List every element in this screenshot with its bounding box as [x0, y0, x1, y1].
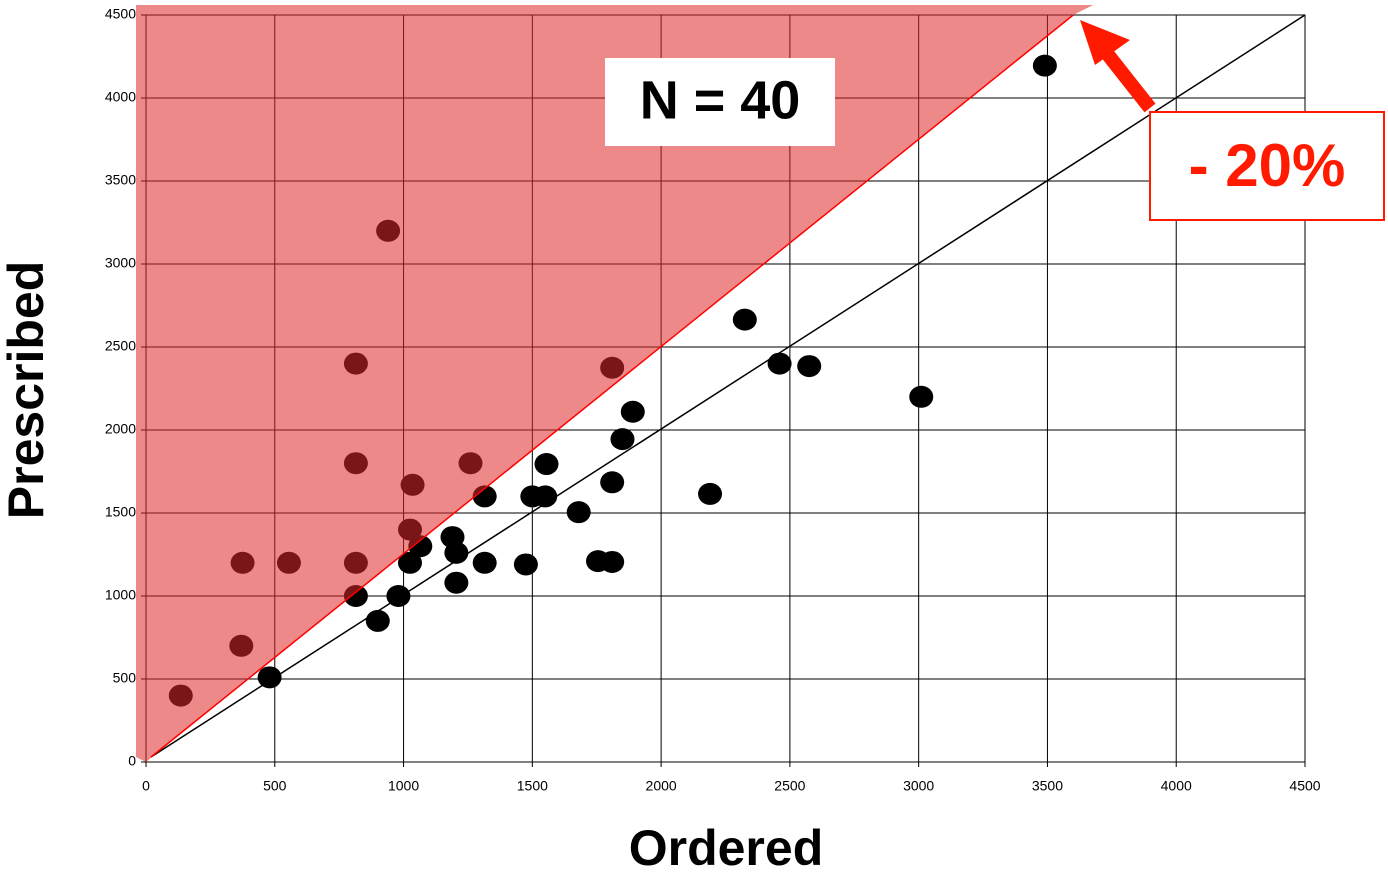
point [566, 501, 591, 524]
reference-line [150, 14, 1074, 758]
point [797, 355, 822, 378]
point [698, 482, 723, 505]
point [767, 352, 792, 375]
point [600, 550, 625, 573]
point [397, 551, 422, 574]
point [610, 428, 635, 451]
point [600, 471, 625, 494]
y-tick-label: 1500 [105, 504, 136, 520]
x-tick-label: 3000 [903, 778, 934, 794]
x-tick-label: 500 [263, 778, 287, 794]
reference-line [150, 14, 1306, 758]
point [472, 551, 497, 574]
x-tick-label: 2500 [774, 778, 805, 794]
point [534, 453, 559, 476]
n-annotation: N = 40 [640, 70, 801, 130]
y-tick-label: 3000 [105, 255, 136, 271]
x-tick-label: 1500 [517, 778, 548, 794]
y-tick-label: 0 [128, 753, 136, 769]
x-tick-label: 1000 [388, 778, 419, 794]
arrow-head [1080, 20, 1130, 65]
point [620, 400, 645, 423]
x-tick-label: 0 [142, 778, 150, 794]
x-tick-label: 4000 [1161, 778, 1192, 794]
x-tick-label: 3500 [1032, 778, 1063, 794]
point [909, 385, 934, 408]
y-tick-label: 2000 [105, 421, 136, 437]
y-tick-label: 3500 [105, 172, 136, 188]
y-tick-label: 2500 [105, 338, 136, 354]
point [257, 666, 282, 689]
y-tick-label: 4500 [105, 6, 136, 22]
n-box [605, 58, 835, 146]
point [513, 553, 538, 576]
point [365, 609, 390, 632]
x-tick-label: 4500 [1289, 778, 1320, 794]
point [444, 571, 469, 594]
overlay-layer [136, 5, 1306, 762]
point [444, 541, 469, 564]
y-tick-label: 1000 [105, 587, 136, 603]
pct-box [1149, 111, 1385, 221]
x-axis-label: Ordered [629, 820, 824, 876]
point [732, 308, 757, 331]
point [533, 485, 558, 508]
y-tick-label: 4000 [105, 89, 136, 105]
pct-annotation: - 20% [1189, 132, 1346, 199]
point [1032, 54, 1057, 77]
x-tick-label: 2000 [646, 778, 677, 794]
y-tick-label: 500 [113, 670, 137, 686]
y-axis-label: Prescribed [0, 261, 54, 519]
